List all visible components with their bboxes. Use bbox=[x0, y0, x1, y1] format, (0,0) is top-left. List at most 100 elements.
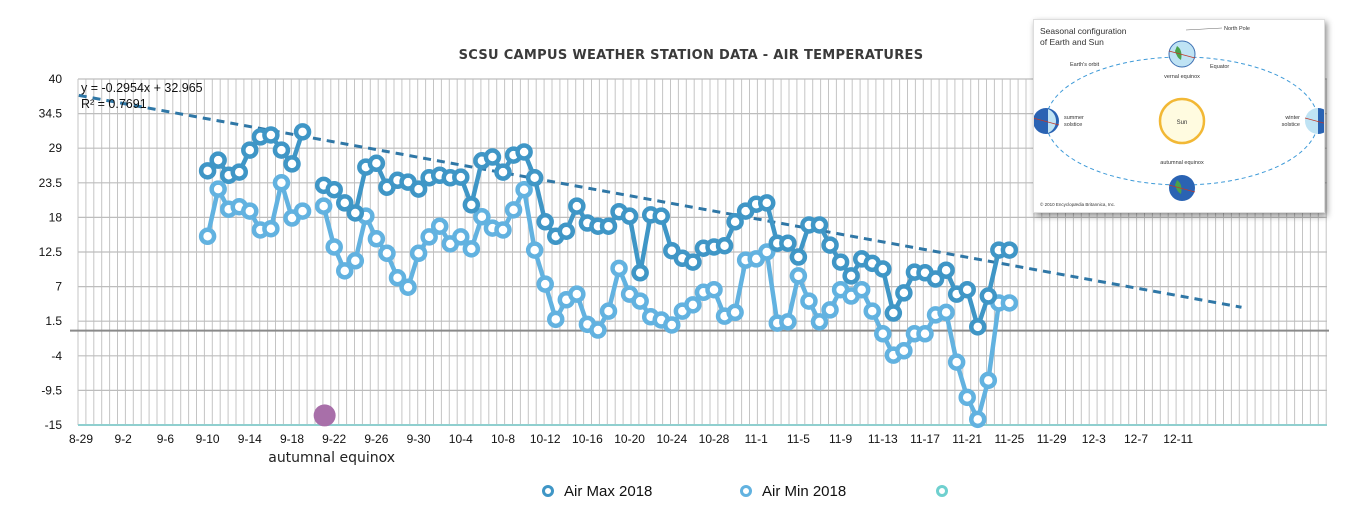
legend: Air Max 2018 Air Min 2018 bbox=[542, 483, 948, 500]
x-tick-label: 9-22 bbox=[322, 432, 346, 446]
x-tick-label: 11-29 bbox=[1037, 432, 1067, 446]
inset-summer-2: solstice bbox=[1064, 122, 1082, 128]
x-tick-label: 11-17 bbox=[910, 432, 940, 446]
data-point bbox=[810, 313, 829, 331]
data-point bbox=[241, 202, 259, 220]
data-point bbox=[758, 194, 776, 212]
x-tick-label: 11-1 bbox=[745, 432, 768, 446]
data-point bbox=[420, 228, 438, 246]
earth-sun-inset: Seasonal configuration of Earth and Sun … bbox=[1033, 19, 1325, 213]
data-point bbox=[874, 325, 892, 343]
data-point bbox=[726, 213, 744, 231]
data-point bbox=[314, 197, 333, 215]
data-point bbox=[895, 342, 913, 360]
x-tick-label: 10-8 bbox=[491, 432, 515, 446]
x-tick-label: 12-11 bbox=[1163, 432, 1193, 446]
data-point bbox=[947, 353, 966, 371]
x-axis-ticks: 8-29 9-2 9-6 9-10 9-14 9-18 9-22 9-26 9-30 10-4 10… bbox=[69, 432, 1193, 446]
x-tick-label: 11-9 bbox=[829, 432, 852, 446]
earth-winter-icon bbox=[1304, 108, 1324, 134]
data-point bbox=[1000, 294, 1019, 312]
data-point bbox=[378, 244, 396, 263]
x-tick-label: 11-25 bbox=[994, 432, 1024, 446]
legend-label: Air Max 2018 bbox=[564, 483, 652, 500]
data-point bbox=[230, 163, 248, 181]
data-point bbox=[409, 180, 428, 198]
inset-north-pole: North Pole bbox=[1224, 26, 1250, 32]
data-point bbox=[779, 313, 797, 331]
y-tick-label: 12.5 bbox=[39, 245, 63, 259]
x-tick-label: 9-18 bbox=[280, 432, 304, 446]
x-tick-label: 8-29 bbox=[69, 432, 93, 446]
x-tick-label: 10-20 bbox=[614, 432, 645, 446]
x-tick-label: 12-3 bbox=[1082, 432, 1106, 446]
data-point bbox=[1000, 241, 1019, 259]
data-point bbox=[325, 238, 343, 256]
data-point bbox=[293, 202, 312, 220]
data-point bbox=[504, 201, 523, 219]
data-point bbox=[810, 216, 829, 234]
data-point bbox=[262, 219, 280, 238]
data-point bbox=[589, 321, 607, 339]
x-tick-label: 9-2 bbox=[115, 432, 133, 446]
legend-item-2 bbox=[936, 485, 948, 497]
data-point bbox=[842, 267, 860, 285]
series-0 bbox=[198, 123, 1019, 336]
annotations: autumnal equinox bbox=[268, 404, 395, 466]
x-tick-label: 10-16 bbox=[572, 432, 603, 446]
legend-marker-icon bbox=[740, 485, 752, 497]
data-point bbox=[325, 180, 343, 199]
data-point bbox=[262, 126, 280, 144]
data-point bbox=[916, 325, 934, 343]
data-point bbox=[852, 280, 871, 299]
data-point bbox=[958, 280, 976, 299]
y-tick-label: 40 bbox=[49, 72, 63, 86]
data-point bbox=[209, 151, 227, 169]
y-tick-label: 29 bbox=[49, 141, 63, 155]
series-group bbox=[198, 123, 1019, 429]
data-point bbox=[631, 292, 649, 310]
data-point bbox=[346, 204, 365, 222]
data-point bbox=[663, 316, 681, 334]
earth-autumnal-icon bbox=[1168, 175, 1196, 201]
data-point bbox=[346, 252, 365, 270]
legend-item-0: Air Max 2018 bbox=[542, 483, 652, 500]
x-tick-label: 11-13 bbox=[868, 432, 898, 446]
legend-label: Air Min 2018 bbox=[762, 483, 846, 500]
data-point bbox=[610, 259, 628, 278]
data-point bbox=[367, 154, 386, 173]
data-point bbox=[198, 227, 217, 246]
data-point bbox=[525, 169, 544, 187]
legend-item-1: Air Min 2018 bbox=[740, 483, 846, 500]
data-point bbox=[895, 284, 913, 302]
inset-summer-1: summer bbox=[1064, 115, 1084, 121]
data-point bbox=[568, 197, 586, 215]
data-point bbox=[705, 280, 723, 299]
data-point bbox=[452, 228, 470, 246]
data-point bbox=[198, 162, 217, 180]
data-point bbox=[926, 270, 945, 288]
inset-vernal: vernal equinox bbox=[1164, 74, 1200, 80]
data-point bbox=[758, 243, 776, 261]
data-point bbox=[336, 194, 354, 212]
data-point bbox=[937, 261, 955, 279]
data-point bbox=[969, 410, 987, 429]
data-point bbox=[937, 303, 955, 322]
x-tick-label: 12-7 bbox=[1124, 432, 1148, 446]
data-point bbox=[884, 304, 903, 322]
inset-title-1: Seasonal configuration bbox=[1040, 26, 1127, 36]
y-tick-label: -15 bbox=[45, 418, 63, 432]
x-tick-label: 10-12 bbox=[530, 432, 561, 446]
data-point bbox=[209, 180, 227, 198]
sun-icon bbox=[1158, 97, 1206, 145]
inset-winter-2: solstice bbox=[1282, 122, 1300, 128]
x-tick-label: 9-6 bbox=[157, 432, 175, 446]
x-tick-label: 9-14 bbox=[238, 432, 262, 446]
data-point bbox=[684, 253, 702, 271]
trendline-equation: y = -0.2954x + 32.965 bbox=[81, 81, 203, 95]
data-point bbox=[536, 275, 554, 293]
data-point bbox=[779, 234, 797, 252]
x-tick-label: 11-21 bbox=[952, 432, 982, 446]
y-axis-ticks: 40 34.5 29 23.5 18 12.5 7 1.5 -4 -9.5 -15 bbox=[39, 72, 63, 432]
data-point bbox=[557, 222, 576, 240]
